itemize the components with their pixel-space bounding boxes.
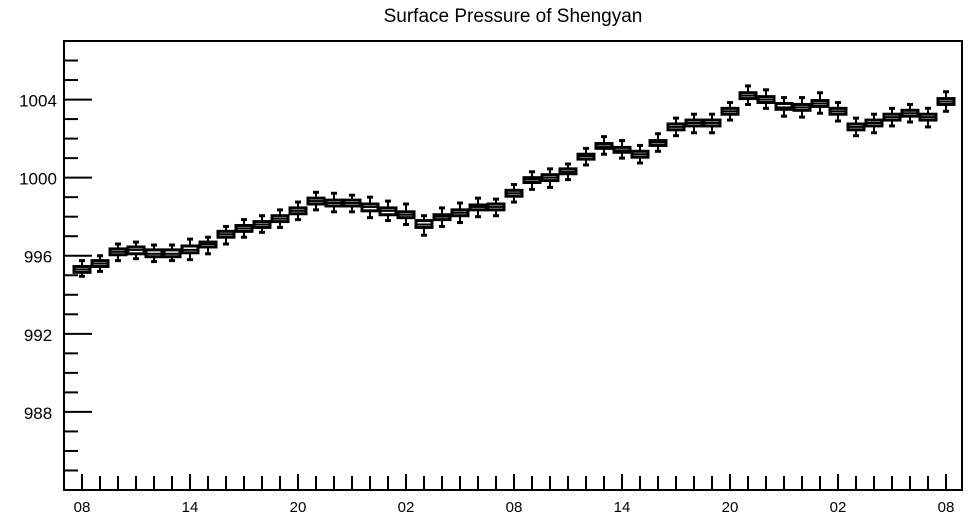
box-plot-item [198, 235, 218, 256]
y-axis: 988 992 996 1000 1004 [19, 40, 92, 491]
box-plot-item [936, 90, 956, 113]
y-tick-label: 996 [24, 248, 52, 267]
box-plot-item [594, 135, 614, 156]
box-plot-item [846, 116, 866, 138]
box-plot-item [432, 206, 452, 228]
plot-area-frame [63, 40, 963, 491]
box-plot-item [270, 208, 290, 229]
x-tick-label: 08 [74, 499, 91, 516]
x-tick-label: 02 [830, 499, 847, 516]
box-plot-item [738, 84, 758, 106]
box-plot-item [576, 146, 596, 167]
x-axis: 08 14 20 02 08 14 20 02 08 [74, 474, 955, 516]
box-plot-item [414, 214, 434, 237]
box-plot-item [504, 182, 524, 204]
x-tick-label: 02 [398, 499, 415, 516]
box-plot-item [522, 170, 542, 191]
y-tick-label: 988 [24, 404, 52, 423]
x-tick-label: 20 [290, 499, 307, 516]
box-plot-item [162, 243, 182, 263]
box-plot-item [378, 199, 398, 223]
box-plot-item [216, 224, 236, 246]
chart-title: Surface Pressure of Shengyan [384, 6, 643, 27]
box-plot-item [702, 112, 722, 135]
box-series [72, 84, 956, 278]
box-plot-item [72, 259, 92, 278]
box-plot-item [468, 196, 488, 219]
x-tick-label: 08 [506, 499, 523, 516]
box-plot-item [306, 190, 326, 212]
box-plot-item [900, 102, 920, 124]
box-plot-item [864, 112, 884, 135]
box-plot-item [630, 143, 650, 165]
box-plot-item [648, 132, 668, 153]
box-plot-item [882, 106, 902, 128]
box-plot-item [396, 202, 416, 227]
x-tick-label: 14 [182, 499, 199, 516]
box-plot-item [90, 254, 110, 273]
box-plot-item [360, 195, 380, 220]
y-tick-label: 1004 [19, 92, 57, 111]
box-plot-item [720, 100, 740, 122]
box-plot-item [918, 106, 938, 129]
y-tick-label: 1000 [19, 170, 57, 189]
box-plot-item [180, 237, 200, 262]
box-plot-item [540, 167, 560, 189]
box-plot-item [288, 200, 308, 222]
x-tick-label: 08 [938, 499, 955, 516]
box-plot-item [342, 193, 362, 214]
box-plot-item [234, 218, 254, 239]
x-tick-label: 14 [614, 499, 631, 516]
box-plot-item [612, 139, 632, 160]
box-plot-item [756, 88, 776, 110]
box-plot-item [792, 96, 812, 119]
box-plot-item [684, 112, 704, 135]
box-plot-item [486, 197, 506, 218]
box-plot-item [126, 240, 146, 261]
box-plot-item [324, 191, 344, 214]
box-plot-item [108, 242, 128, 263]
box-plot-item [252, 214, 272, 234]
box-plot-item [144, 243, 164, 264]
box-plot-item [810, 91, 830, 115]
box-plot-item [828, 100, 848, 123]
x-tick-label: 20 [722, 499, 739, 516]
box-plot-item [450, 201, 470, 225]
box-plot-item [774, 96, 794, 118]
box-plot-item [666, 116, 686, 138]
box-plot-item [558, 162, 578, 182]
y-tick-label: 992 [24, 326, 52, 345]
